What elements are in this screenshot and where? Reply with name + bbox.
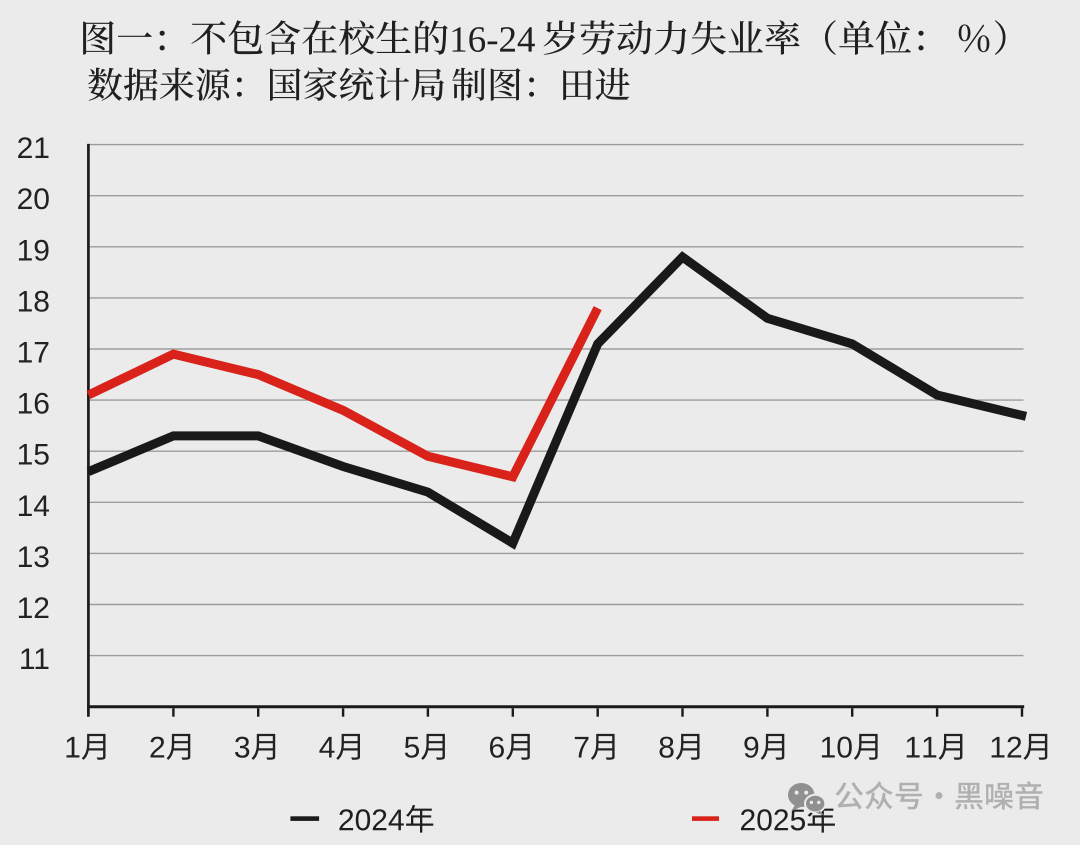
svg-text:13: 13	[17, 541, 50, 574]
svg-text:12: 12	[17, 592, 50, 625]
svg-text:17: 17	[17, 337, 50, 370]
svg-text:19: 19	[17, 234, 50, 267]
svg-text:18: 18	[17, 285, 50, 318]
svg-text:20: 20	[17, 183, 50, 216]
svg-text:16: 16	[17, 388, 50, 421]
svg-text:21: 21	[17, 132, 50, 165]
svg-text:15: 15	[17, 439, 50, 472]
svg-text:11: 11	[19, 643, 50, 676]
svg-text:14: 14	[17, 490, 50, 523]
